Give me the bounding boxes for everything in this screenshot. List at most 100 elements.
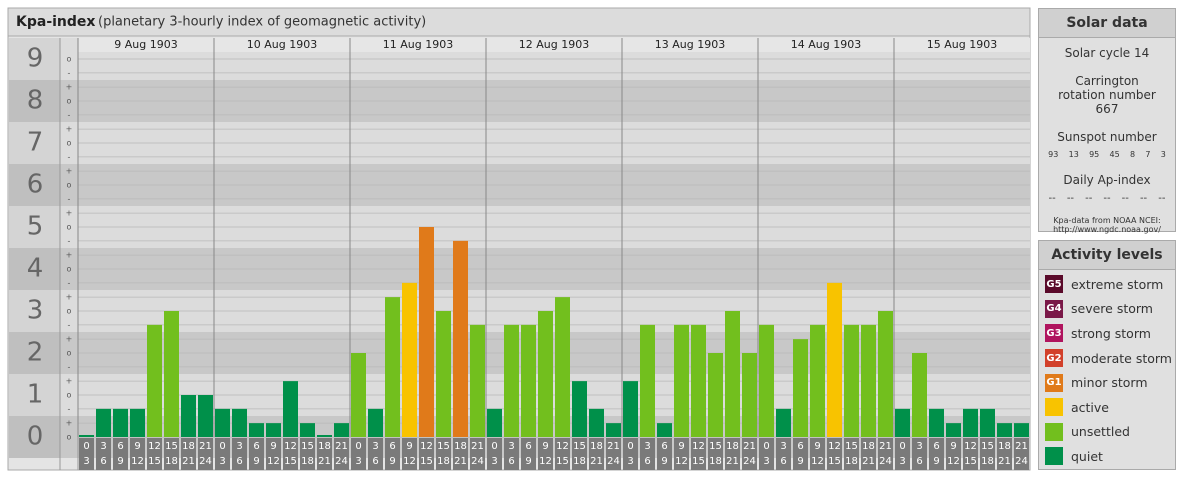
bar (96, 408, 111, 437)
hour-end: 21 (862, 456, 875, 467)
hour-start: 12 (420, 441, 433, 452)
date-header (78, 38, 214, 52)
axis-band (9, 122, 60, 164)
hour-start: 12 (692, 441, 705, 452)
hour-box (946, 438, 961, 470)
hour-start: 9 (542, 441, 548, 452)
hour-end: 12 (675, 456, 688, 467)
hour-end: 6 (372, 456, 378, 467)
minor-tick-label: + (66, 251, 73, 260)
bar (419, 227, 434, 437)
sunspot: 8 (1130, 150, 1136, 159)
swatch: G2 (1045, 349, 1063, 368)
level: G4 severe storm (1039, 297, 1175, 322)
hour-end: 24 (199, 456, 212, 467)
bar (844, 324, 859, 437)
bar (810, 324, 825, 437)
bar (589, 408, 604, 437)
hour-start: 21 (199, 441, 212, 452)
level-label: unsettled (1071, 424, 1130, 440)
chart: Kpa-index (planetary 3-hourly index of g… (7, 7, 1031, 471)
hour-box (504, 438, 519, 470)
minor-tick-label: - (68, 194, 71, 203)
minor-tick-label: - (68, 152, 71, 161)
bar (606, 423, 621, 437)
minor-tick-label: + (66, 83, 73, 92)
bar (997, 423, 1012, 437)
axis-band (9, 416, 60, 458)
hour-start: 21 (1015, 441, 1028, 452)
hour-end: 21 (726, 456, 739, 467)
hour-end: 15 (964, 456, 977, 467)
hour-start: 6 (661, 441, 667, 452)
sunspot: 3 (1160, 150, 1166, 159)
minor-tick-label: + (66, 293, 73, 302)
hour-box (317, 438, 332, 470)
level-label: severe storm (1071, 301, 1153, 317)
hour-end: 3 (83, 456, 89, 467)
bar (725, 311, 740, 437)
hour-box (589, 438, 604, 470)
hour-end: 18 (165, 456, 178, 467)
hour-box (708, 438, 723, 470)
bar (657, 423, 672, 437)
hour-box (436, 438, 451, 470)
cycle: Solar cycle 14 (1064, 46, 1150, 60)
hour-box (878, 438, 893, 470)
level-label: minor storm (1071, 375, 1148, 391)
bar (317, 435, 332, 437)
axis-band (9, 38, 60, 80)
date-header (894, 38, 1030, 52)
hour-start: 3 (372, 441, 378, 452)
bar (79, 435, 94, 437)
hour-box (827, 438, 842, 470)
minor-tick-label: o (67, 349, 72, 358)
sunspot: 13 (1068, 150, 1079, 159)
swatch: G3 (1045, 324, 1063, 343)
hour-box (623, 438, 638, 470)
hour-end: 18 (981, 456, 994, 467)
minor-tick-label: o (67, 391, 72, 400)
hour-box (572, 438, 587, 470)
level-label: quiet (1071, 448, 1103, 464)
carrington: Carrington rotation number 667 (1058, 74, 1156, 116)
y-tick-label: 7 (27, 128, 44, 158)
level-label: strong storm (1071, 325, 1151, 341)
date-label: 10 Aug 1903 (247, 38, 317, 51)
hour-start: 18 (998, 441, 1011, 452)
hour-end: 12 (539, 456, 552, 467)
hour-start: 0 (899, 441, 905, 452)
y-tick-label: 5 (27, 212, 44, 242)
bar (453, 240, 468, 437)
minor-tick-label: + (66, 167, 73, 176)
hour-end: 18 (573, 456, 586, 467)
minor-tick-label: + (66, 419, 73, 428)
hour-start: 3 (780, 441, 786, 452)
minor-tick-label: o (67, 97, 72, 106)
level-label: moderate storm (1071, 350, 1172, 366)
ap-value: -- (1066, 193, 1075, 204)
hour-box (912, 438, 927, 470)
hour-box (453, 438, 468, 470)
hour-box (759, 438, 774, 470)
solar-data: Solar data Solar cycle 14 Carrington rot… (1038, 8, 1176, 234)
hour-start: 9 (814, 441, 820, 452)
sunspots: 93 13 95 45 8 7 3 (1039, 150, 1175, 159)
hour-start: 18 (318, 441, 331, 452)
chart-title: Kpa-index (16, 14, 95, 30)
hour-box (181, 438, 196, 470)
hour-box (419, 438, 434, 470)
level: G1 minor storm (1039, 370, 1175, 395)
hour-box (79, 438, 94, 470)
hour-box (674, 438, 689, 470)
level: quiet (1039, 444, 1175, 469)
hour-end: 18 (437, 456, 450, 467)
hour-start: 0 (627, 441, 633, 452)
hour-end: 6 (780, 456, 786, 467)
axis-band (9, 290, 60, 332)
bar (266, 423, 281, 437)
sunspot: 95 (1089, 150, 1100, 159)
hour-start: 18 (454, 441, 467, 452)
